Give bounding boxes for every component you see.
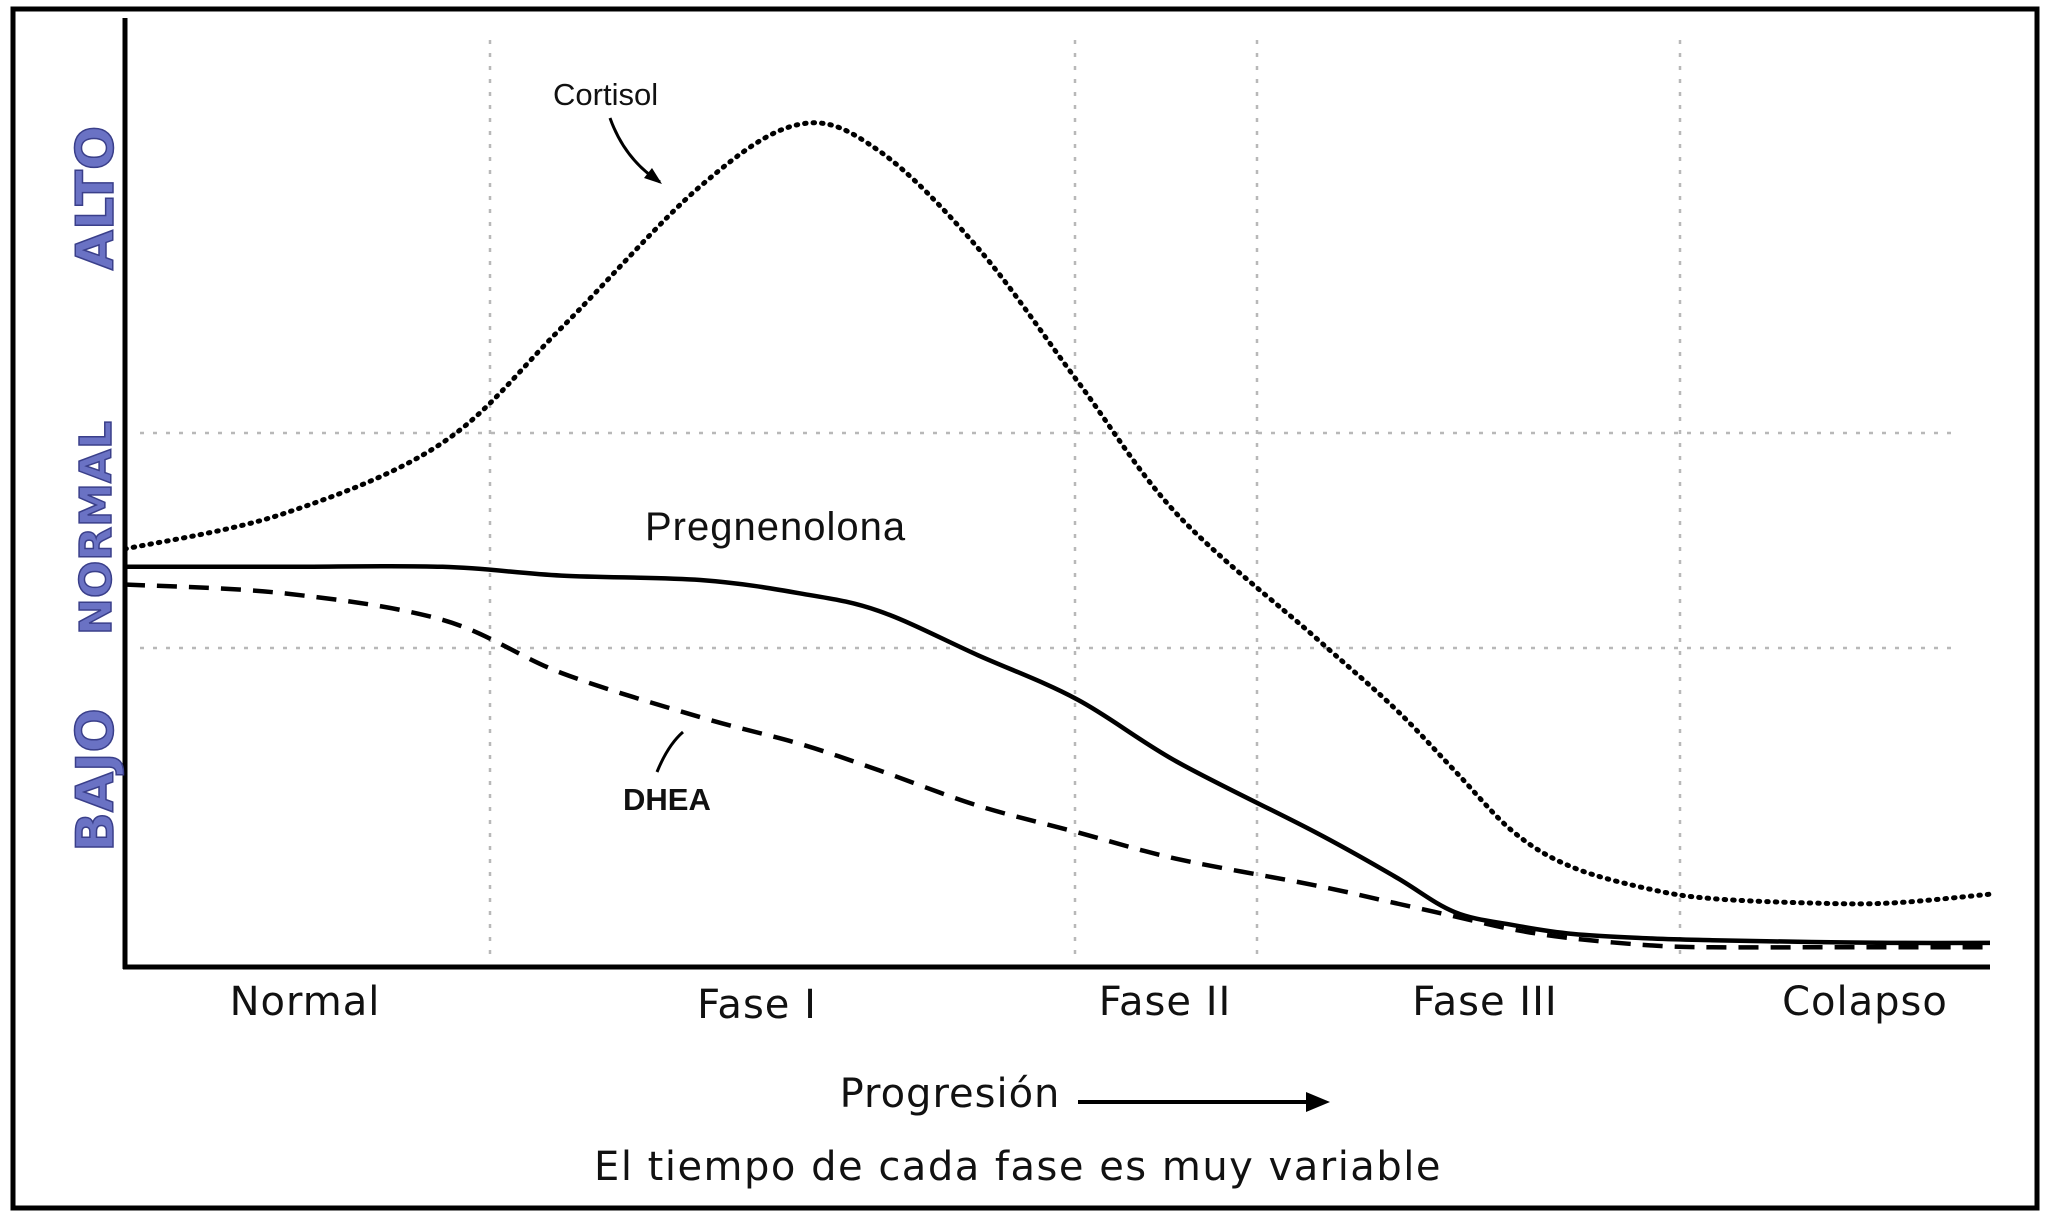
cortisol-leader-arrowhead [644, 168, 662, 184]
series-label-dhea: DHEA [623, 782, 711, 817]
series-line-dhea [124, 582, 1990, 950]
y-level-normal: NORMAL [71, 421, 122, 635]
series-line-pregnenolona [125, 563, 1991, 946]
frame-border [10, 6, 2040, 1211]
dhea-leader [655, 730, 684, 773]
x-tick-label: Fase I [697, 982, 817, 1028]
y-level-bajo: BAJO [66, 708, 126, 851]
x-axis-label: Progresión [840, 1071, 1061, 1117]
series-group [122, 120, 1993, 950]
x-tick-label: Fase II [1099, 979, 1232, 1025]
grid [140, 40, 1955, 960]
series-label-cortisol: Cortisol [553, 77, 658, 112]
x-tick-label: Fase III [1412, 979, 1557, 1025]
series-line-cortisol [122, 120, 1993, 907]
x-tick-label: Colapso [1782, 979, 1948, 1025]
y-level-alto: ALTO [66, 126, 126, 270]
chart-note: El tiempo de cada fase es muy variable [594, 1144, 1442, 1190]
progress-arrow-icon [1078, 1092, 1330, 1112]
series-label-pregnenolona: Pregnenolona [645, 505, 906, 549]
x-tick-label: Normal [230, 979, 381, 1025]
